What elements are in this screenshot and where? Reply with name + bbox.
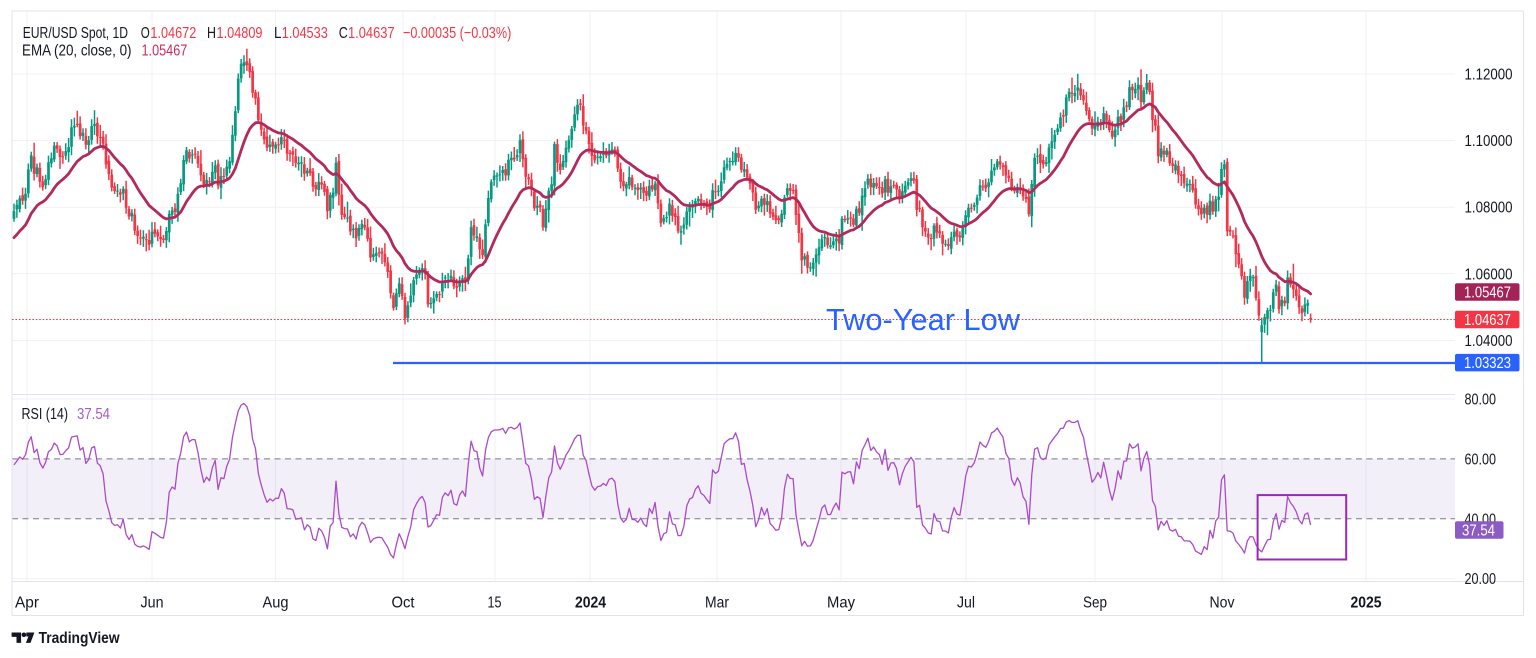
svg-text:1.04672: 1.04672 <box>150 25 196 42</box>
svg-text:May: May <box>827 595 855 612</box>
svg-text:37.54: 37.54 <box>1462 523 1495 540</box>
svg-text:Apr: Apr <box>15 595 40 612</box>
svg-text:TradingView: TradingView <box>39 630 121 647</box>
svg-text:O: O <box>141 25 150 42</box>
svg-text:2024: 2024 <box>575 595 606 612</box>
svg-text:Mar: Mar <box>705 595 730 612</box>
svg-text:80.00: 80.00 <box>1465 392 1497 409</box>
svg-text:60.00: 60.00 <box>1465 451 1497 468</box>
svg-text:20.00: 20.00 <box>1465 571 1497 588</box>
svg-text:1.05467: 1.05467 <box>142 43 188 60</box>
svg-text:1.05467: 1.05467 <box>1464 285 1511 302</box>
svg-text:1.12000: 1.12000 <box>1465 67 1513 84</box>
svg-text:EUR/USD Spot, 1D: EUR/USD Spot, 1D <box>23 25 128 42</box>
svg-text:1.04533: 1.04533 <box>282 25 328 42</box>
svg-text:1.06000: 1.06000 <box>1465 266 1513 283</box>
svg-text:1.10000: 1.10000 <box>1465 133 1513 150</box>
svg-text:C: C <box>339 25 348 42</box>
svg-text:Aug: Aug <box>263 595 289 612</box>
svg-text:H: H <box>207 25 216 42</box>
svg-text:Sep: Sep <box>1083 595 1107 612</box>
svg-text:Nov: Nov <box>1210 595 1235 612</box>
svg-text:15: 15 <box>488 595 502 612</box>
svg-text:1.04809: 1.04809 <box>217 25 263 42</box>
svg-text:RSI (14): RSI (14) <box>22 406 69 423</box>
svg-text:EMA (20, close, 0): EMA (20, close, 0) <box>22 43 132 60</box>
svg-text:Jun: Jun <box>141 595 164 612</box>
svg-text:1.03323: 1.03323 <box>1464 355 1511 372</box>
svg-text:Jul: Jul <box>957 595 975 612</box>
svg-text:L: L <box>274 25 282 42</box>
svg-text:2025: 2025 <box>1351 595 1382 612</box>
svg-text:1.04637: 1.04637 <box>348 25 395 42</box>
svg-text:Oct: Oct <box>392 595 416 612</box>
svg-text:−0.00035 (−0.03%): −0.00035 (−0.03%) <box>403 25 511 42</box>
svg-text:1.04637: 1.04637 <box>1464 312 1511 329</box>
svg-text:37.54: 37.54 <box>77 406 110 423</box>
svg-text:Two-Year Low: Two-Year Low <box>826 302 1021 337</box>
svg-text:1.04000: 1.04000 <box>1465 333 1513 350</box>
svg-text:1.08000: 1.08000 <box>1465 200 1513 217</box>
